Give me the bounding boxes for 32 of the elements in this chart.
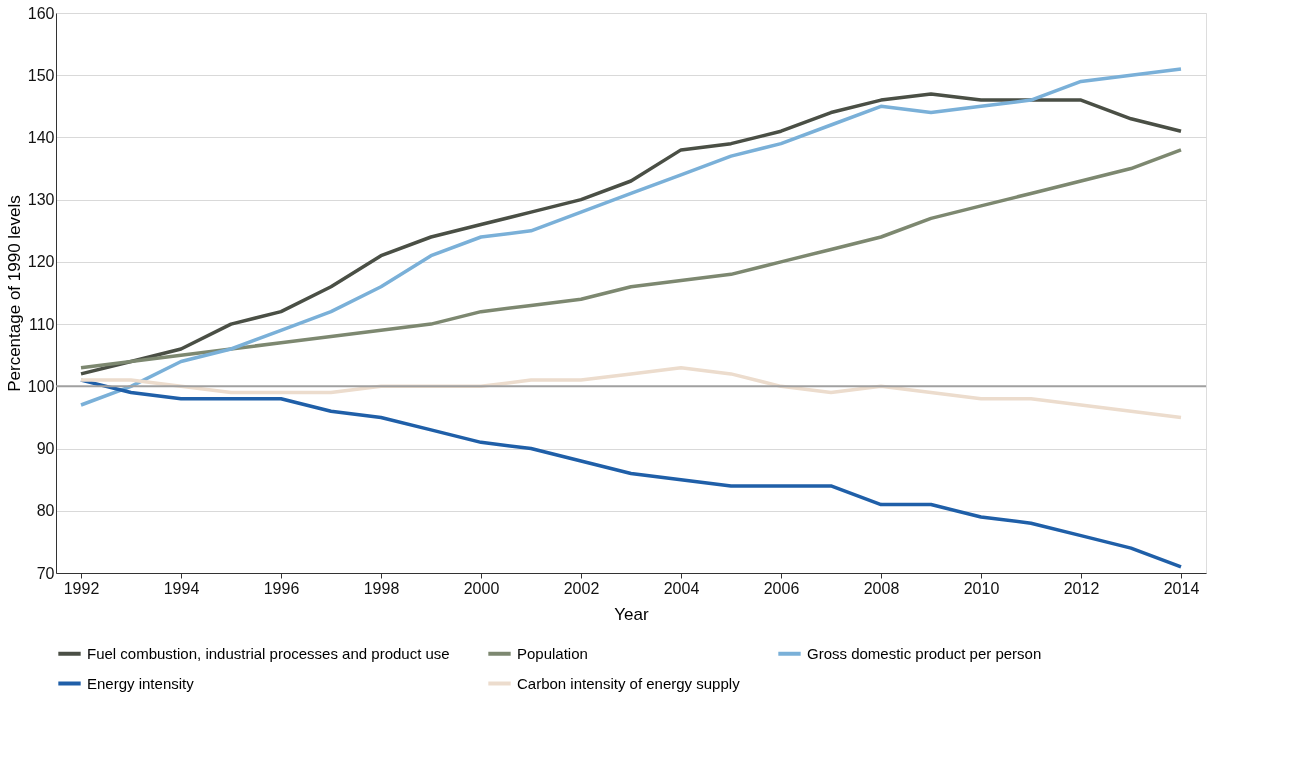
- legend-label: Energy intensity: [87, 674, 195, 692]
- x-tick-label: 2000: [463, 579, 500, 597]
- x-tick-label: 1994: [163, 579, 200, 597]
- x-tick-label: 2002: [563, 579, 600, 597]
- y-tick-label: 90: [36, 440, 55, 458]
- y-tick-label: 100: [27, 377, 55, 395]
- x-tick-label: 2008: [863, 579, 900, 597]
- y-tick-label: 130: [27, 191, 55, 209]
- line-series: [79, 92, 1183, 376]
- line-series: [79, 67, 1183, 407]
- x-tick-label: 2014: [1163, 579, 1200, 597]
- y-tick-label: 110: [28, 315, 55, 333]
- x-tick-label: 1996: [263, 579, 300, 597]
- legend-label: Fuel combustion, industrial processes and product use: [87, 644, 450, 662]
- y-tick-label: 80: [36, 502, 55, 520]
- x-tick-label: 1992: [63, 579, 100, 597]
- legend-label: Population: [517, 644, 588, 662]
- y-tick-label: 140: [27, 128, 55, 146]
- x-axis-title: Year: [614, 604, 650, 624]
- y-axis-title: Percentage of 1990 levels: [4, 195, 24, 392]
- legend-label: Gross domestic product per person: [807, 644, 1042, 662]
- legend-label: Carbon intensity of energy supply: [517, 674, 741, 692]
- x-tick-label: 2006: [763, 579, 800, 597]
- y-tick-label: 70: [36, 564, 55, 582]
- x-tick-label: 2012: [1063, 579, 1100, 597]
- y-tick-label: 150: [27, 66, 55, 84]
- y-tick-label: 120: [27, 253, 55, 271]
- x-tick-label: 2010: [963, 579, 1000, 597]
- x-tick-label: 1998: [363, 579, 400, 597]
- x-tick-label: 2004: [663, 579, 700, 597]
- y-tick-label: 160: [27, 4, 55, 22]
- line-series: [79, 148, 1183, 370]
